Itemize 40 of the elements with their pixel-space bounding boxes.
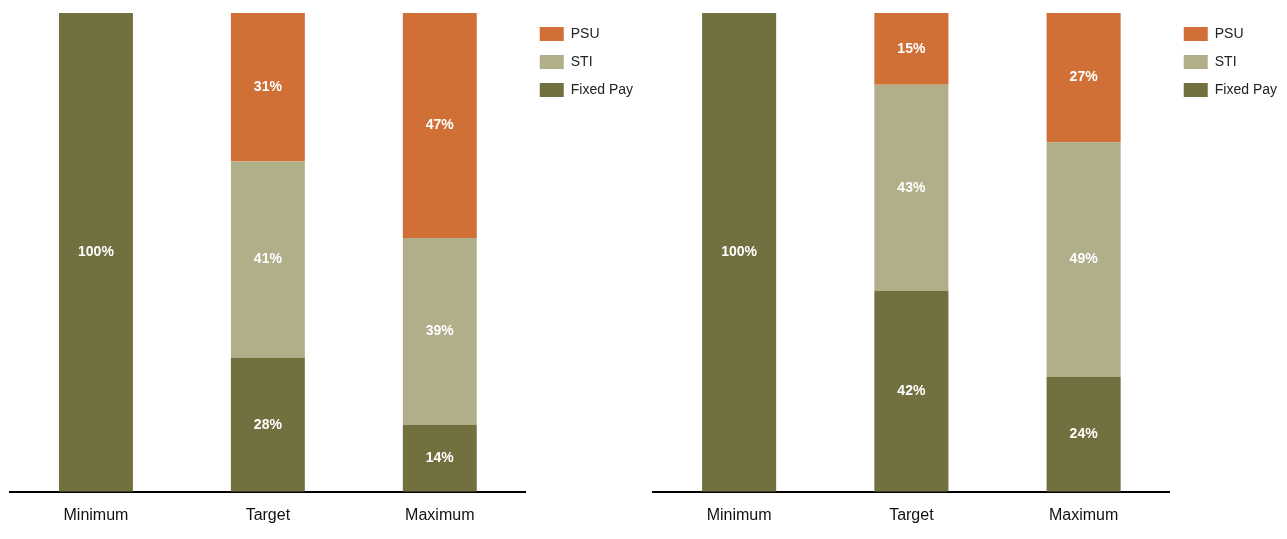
data-label: 100% [78,243,115,260]
data-label: 14% [425,449,455,466]
bar [1046,142,1121,377]
x-tick-label: Target [245,505,291,523]
x-tick-label: Target [889,505,935,523]
legend-label: Fixed Pay [1214,80,1277,97]
bar [874,290,949,492]
bar [702,13,777,492]
legend-label: Fixed Pay [570,80,633,97]
data-label: 43% [897,178,926,195]
data-label: 15% [897,39,926,56]
legend-label: STI [570,52,593,69]
data-label: 24% [1069,425,1099,442]
bar [230,161,305,358]
data-label: 39% [425,322,455,339]
bar [59,13,133,492]
bar [402,424,477,492]
bar [402,13,477,239]
data-label: 100% [721,243,758,260]
x-tick-label: Maximum [405,505,475,523]
bar [1046,13,1121,143]
data-label: 27% [1069,68,1099,85]
x-tick-label: Minimum [706,505,772,523]
data-label: 31% [253,78,283,95]
legend-label: STI [1214,52,1237,69]
bar [230,13,305,162]
legend-label: PSU [570,24,600,41]
bar [1046,376,1121,492]
x-tick-label: Minimum [63,505,129,523]
data-label: 41% [253,250,283,267]
bar [874,13,949,85]
bar [402,238,477,425]
data-label: 42% [897,382,926,399]
data-label: 49% [1069,250,1099,267]
x-tick-label: Maximum [1048,505,1119,523]
bar [230,357,305,492]
legend-label: PSU [1214,24,1244,41]
bar [874,84,949,291]
data-label: 47% [425,116,455,133]
data-label: 28% [253,415,283,432]
